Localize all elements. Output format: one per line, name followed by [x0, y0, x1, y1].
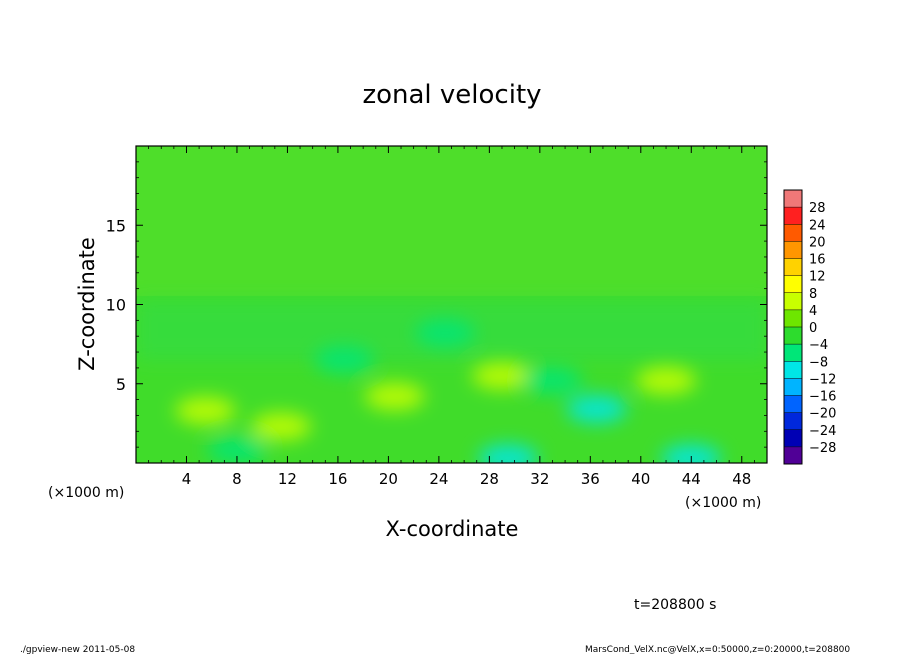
colorbar-label-0: 28: [809, 201, 826, 216]
x-tick-label-9: 40: [631, 470, 650, 488]
x-tick-label-11: 48: [732, 470, 751, 488]
heatmap-upper-band: [136, 146, 767, 296]
colorbar-label-11: −16: [809, 390, 836, 405]
x-tick-label-8: 36: [581, 470, 600, 488]
colorbar-bin-15: [784, 446, 802, 464]
colorbar-bin-5: [784, 275, 802, 293]
colorbar-bin-13: [784, 412, 802, 430]
colorbar-bin-1: [784, 207, 802, 225]
colorbar-bin-4: [784, 258, 802, 276]
colorbar-bin-3: [784, 241, 802, 259]
velocity-feature-10: [661, 444, 722, 463]
colorbar-label-7: 0: [809, 321, 817, 336]
x-axis: 4 8 12 16 20 24 28 32 36 40 44 48: [148, 146, 755, 488]
velocity-feature-4: [636, 366, 697, 395]
velocity-feature-8: [314, 345, 375, 374]
colorbar-label-6: 4: [809, 304, 817, 319]
colorbar-bin-2: [784, 224, 802, 242]
colorbar-bin-8: [784, 327, 802, 345]
colorbar-label-1: 24: [809, 218, 826, 233]
heatmap-field: [136, 146, 767, 463]
chart-title: zonal velocity: [362, 80, 541, 110]
velocity-feature-9: [478, 444, 539, 463]
colorbar-bin-12: [784, 395, 802, 413]
colorbar: 28 24 20 16 12 8 4 0 −4 −8 −12 −16 −20 −24 −28: [783, 189, 836, 465]
colorbar-bin-0: [784, 190, 802, 208]
x-unit-left: (×1000 m): [48, 485, 124, 501]
x-tick-label-7: 32: [530, 470, 549, 488]
velocity-feature-11: [206, 436, 267, 463]
x-axis-label: X-coordinate: [386, 517, 519, 541]
x-tick-label-6: 28: [480, 470, 499, 488]
velocity-feature-1: [251, 412, 312, 441]
colorbar-bin-6: [784, 292, 802, 310]
footer-left: ./gpview-new 2011-05-08: [20, 645, 135, 654]
velocity-feature-5: [566, 395, 627, 424]
y-tick-label-1: 10: [106, 296, 126, 315]
colorbar-label-13: −24: [809, 424, 836, 439]
y-axis-label: Z-coordinate: [75, 237, 99, 371]
x-unit-right: (×1000 m): [685, 495, 761, 511]
x-tick-label-5: 24: [429, 470, 448, 488]
velocity-feature-7: [415, 319, 476, 348]
colorbar-label-5: 8: [809, 287, 817, 302]
colorbar-label-9: −8: [809, 355, 828, 370]
x-tick-label-1: 8: [232, 470, 242, 488]
colorbar-label-12: −20: [809, 407, 836, 422]
velocity-feature-3: [471, 361, 532, 390]
x-tick-label-10: 44: [682, 470, 701, 488]
y-tick-label-0: 5: [116, 375, 126, 394]
colorbar-label-2: 20: [809, 235, 826, 250]
colorbar-label-3: 16: [809, 253, 826, 268]
colorbar-bin-11: [784, 378, 802, 396]
colorbar-label-4: 12: [809, 270, 826, 285]
colorbar-bin-7: [784, 309, 802, 327]
colorbar-bin-14: [784, 429, 802, 447]
velocity-feature-0: [175, 396, 236, 425]
velocity-feature-2: [364, 382, 425, 411]
colorbar-label-10: −12: [809, 372, 836, 387]
colorbar-label-14: −28: [809, 441, 836, 456]
colorbar-bin-9: [784, 344, 802, 362]
x-tick-label-4: 20: [379, 470, 398, 488]
velocity-feature-6: [522, 366, 583, 395]
footer-right: MarsCond_VelX.nc@VelX,x=0:50000,z=0:2000…: [585, 645, 850, 654]
x-tick-label-2: 12: [278, 470, 297, 488]
time-label: t=208800 s: [634, 597, 716, 613]
y-axis: 5 10 15: [106, 161, 767, 448]
y-tick-label-2: 15: [106, 216, 126, 235]
x-tick-label-0: 4: [182, 470, 192, 488]
x-tick-label-3: 16: [328, 470, 347, 488]
colorbar-bin-10: [784, 361, 802, 379]
colorbar-label-8: −4: [809, 338, 828, 353]
